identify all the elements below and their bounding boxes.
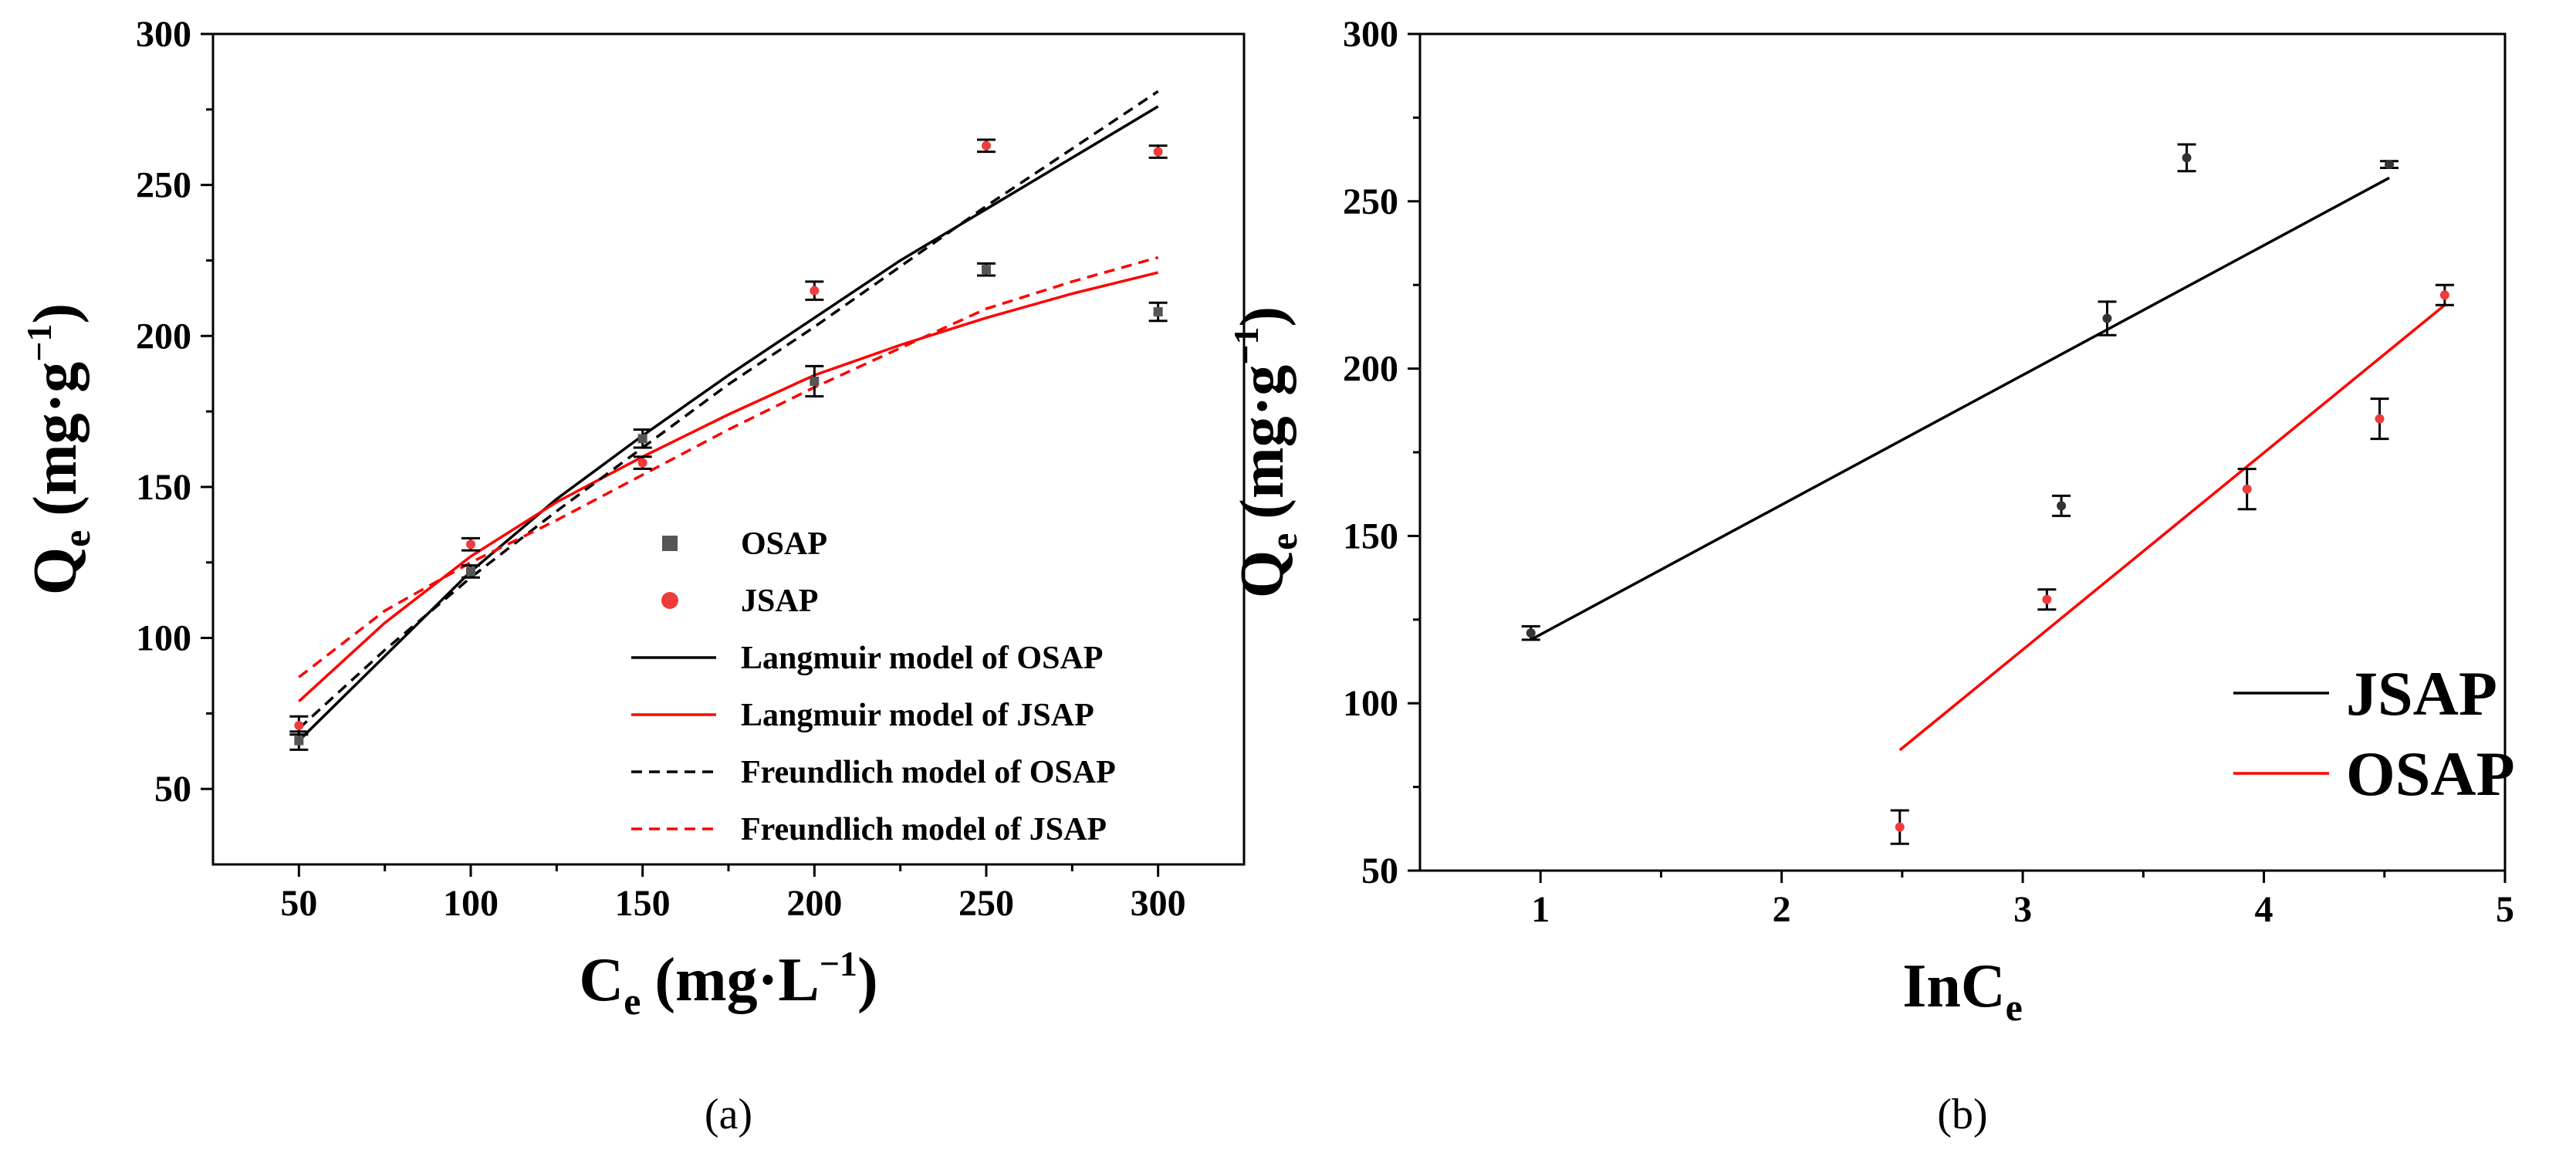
panel-label: (b) [1937,1091,1987,1138]
x-label-sup: −1 [820,944,857,983]
legend-text: JSAP [741,583,818,619]
x-label-base: C [579,946,624,1014]
y-label-sup: −1 [1226,327,1266,365]
x-tick-label: 3 [2013,889,2032,930]
y-tick-label: 150 [136,467,191,508]
y-tick-label: 300 [136,14,191,55]
data-point-1 [982,140,991,151]
data-point-1 [2439,290,2449,300]
data-point-1 [637,458,647,468]
y-tick-label: 250 [1343,181,1398,222]
legend-marker-square [662,536,678,551]
y-tick-label: 100 [1343,683,1398,724]
y-label-close: ) [22,303,90,324]
data-point-0 [294,736,304,746]
data-point-1 [466,539,475,550]
panel-label: (a) [705,1091,752,1138]
x-axis-label: InCe [1902,952,2023,1029]
data-point-1 [1153,147,1163,157]
data-point-1 [2042,594,2052,604]
x-tick-label: 4 [2255,889,2273,930]
y-tick-label: 100 [136,618,191,659]
data-point-0 [2182,153,2192,163]
y-label-base: Q [1229,550,1296,598]
y-label-base: Q [22,547,90,595]
y-label-sub: e [55,530,98,547]
y-tick-label: 200 [136,316,191,357]
legend-text: Freundlich model of JSAP [741,812,1107,847]
data-point-0 [2057,501,2067,511]
data-point-1 [294,721,304,731]
data-point-1 [2375,414,2385,424]
data-point-0 [810,376,820,386]
fit-line-0 [298,105,1159,742]
legend-b: JSAP OSAP [2233,658,2515,809]
y-tick-label: 150 [1343,516,1398,556]
y-axis-label: Qe (mg·g−1) [19,303,98,595]
fit-line-1 [298,271,1159,703]
x-label-base: InC [1902,952,2005,1020]
y-label-close: ) [1229,306,1296,327]
y-label-units: (mg·g [22,362,90,516]
y-label-units: (mg·g [1229,365,1296,519]
plot-frame [1418,32,2507,872]
legend-text: Langmuir model of OSAP [741,641,1103,676]
x-label-close: ) [857,946,878,1014]
data-point-0 [637,434,647,444]
fit-line-3 [298,255,1159,678]
x-tick-label: 1 [1531,889,1550,930]
chart-b: 1 2 3 4 550100150200250300InCeQe(mg·g−1)(b)J… [1226,14,2515,1138]
x-tick-label: 5 [2496,889,2514,930]
y-axis-label: Qe (mg·g−1) [1226,306,1305,598]
x-tick-label: 250 [958,883,1014,924]
data-point-0 [2385,160,2395,170]
y-tick-label: 50 [1361,851,1398,891]
legend-marker-circle [661,592,678,609]
x-tick-label: 150 [615,883,671,924]
y-tick-label: 300 [1343,14,1398,55]
legend-text: OSAP [741,526,827,562]
y-tick-label: 50 [154,769,191,810]
data-point-0 [982,265,991,275]
legend-text: OSAP [2346,739,2515,809]
x-label-sub: e [624,979,641,1023]
x-tick-label: 300 [1131,883,1186,924]
y-label-sup: −1 [19,324,59,362]
data-point-0 [1526,628,1536,638]
legend-a: OSAP JSAP Langmuir model of OSAP Langmuir m… [631,526,1116,847]
fit-line-0 [1530,176,2390,641]
x-tick-label: 100 [443,883,499,924]
x-label-units: (mg·L [654,946,819,1014]
y-tick-label: 200 [1343,349,1398,390]
data-point-0 [2102,313,2112,323]
y-label-sub: e [1262,533,1305,550]
legend-text: Freundlich model of OSAP [741,755,1116,790]
x-tick-label: 2 [1773,889,1791,930]
data-point-1 [2242,484,2252,494]
x-label-sub: e [2006,986,2023,1029]
data-point-0 [466,567,475,577]
x-axis-label: Ce (mg·L−1) [579,944,877,1023]
legend-text: Langmuir model of JSAP [741,698,1094,733]
plot-frame [211,32,1246,866]
y-tick-label: 250 [136,165,191,206]
data-point-0 [1153,306,1163,316]
chart-a: 50 100 150 200 250 300 50 100 150 200 250 300 Ce (mg·… [19,14,1246,1138]
fit-line-2 [298,90,1159,730]
data-point-1 [1895,822,1905,832]
fit-line-1 [1898,303,2446,752]
x-tick-label: 50 [280,883,317,924]
data-point-1 [810,286,820,296]
x-tick-label: 200 [786,883,842,924]
legend-text: JSAP [2346,658,2497,729]
